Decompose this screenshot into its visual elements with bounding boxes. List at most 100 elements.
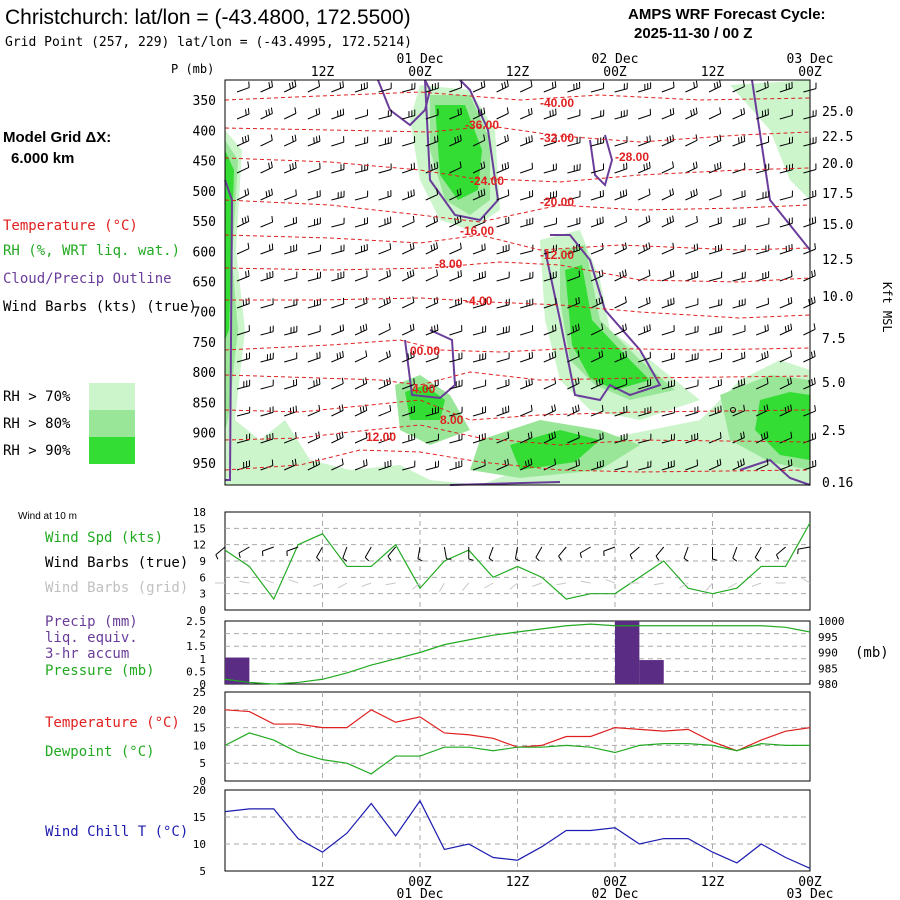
wind-barb — [732, 458, 745, 471]
temp-contour-8 — [224, 371, 811, 386]
y2-tick-1: 985 — [818, 662, 838, 675]
wind-barb — [449, 108, 462, 120]
wind-barb — [543, 458, 557, 471]
grid-wind-barb — [580, 580, 591, 584]
precip-label-2: liq. equiv. — [45, 630, 138, 646]
wind-barb — [472, 406, 486, 417]
wind-barb — [236, 188, 250, 201]
wind-barb — [307, 325, 321, 336]
time-tick-2: 12Z — [506, 65, 530, 80]
grid-point-subtitle: Grid Point (257, 229) lat/lon = (-43.499… — [5, 35, 412, 50]
wind-barb — [708, 80, 722, 93]
wind-barb — [543, 81, 557, 93]
wind-barb — [472, 270, 486, 282]
wind-barb — [236, 352, 251, 363]
wind-barb — [260, 298, 274, 309]
date-label-1: 02 Dec — [592, 887, 639, 900]
wind-barb — [685, 352, 699, 363]
temp-label-3: -28.00 — [615, 150, 649, 164]
wind-barb — [685, 379, 699, 390]
wind-barb — [685, 325, 699, 336]
rh-shade-10 — [435, 105, 482, 200]
wind-barb — [803, 323, 816, 336]
wind-barb — [732, 244, 746, 255]
wind-barb — [520, 325, 534, 336]
wind-barb — [331, 324, 345, 336]
wind-barb — [378, 269, 391, 282]
pressure-tick-5: 600 — [193, 245, 216, 260]
rh-legend-label-1: RH > 80% — [3, 416, 71, 432]
wind-barb — [331, 458, 344, 471]
precip-label-1: Precip (mm) — [45, 614, 138, 630]
height-tick-1: 22.5 — [822, 130, 853, 145]
wind-barb — [661, 270, 675, 282]
pressure-unit: (mb) — [855, 645, 889, 661]
wind-barb — [803, 243, 816, 255]
surface-wind-barb — [629, 546, 640, 560]
wind-barb — [638, 296, 651, 309]
wind-barb — [614, 323, 627, 336]
wind-barb — [732, 431, 745, 444]
wind-barb — [567, 404, 580, 417]
wind-barb — [496, 325, 510, 336]
wind-barb — [685, 459, 699, 471]
date-label-0: 01 Dec — [397, 52, 444, 67]
wind-barb — [449, 325, 463, 336]
wind-barb — [708, 271, 723, 282]
y-tick-0: 0 — [199, 678, 206, 691]
wind-barb — [378, 190, 392, 201]
wind-barb — [779, 217, 793, 228]
wind-barb — [378, 405, 392, 417]
wind-barb — [378, 136, 392, 147]
rh-legend-label-0: RH > 70% — [3, 389, 71, 405]
time-tick-4: 12Z — [701, 65, 725, 80]
temp-contour-2 — [224, 157, 811, 183]
grid-wind-barb — [239, 580, 250, 584]
precip-label-3: 3-hr accum — [45, 646, 129, 662]
date-label-2: 03 Dec — [787, 52, 834, 67]
y-tick-3: 1.5 — [186, 640, 206, 653]
wind-barb — [543, 324, 557, 336]
height-tick-0: 25.0 — [822, 105, 853, 120]
grid-wind-barb — [312, 582, 323, 587]
time-tick-1: 00Z — [408, 875, 432, 890]
wind-barb — [543, 244, 557, 255]
wind-barb — [661, 188, 674, 201]
wind-barb — [779, 109, 793, 120]
time-tick-2: 12Z — [506, 875, 530, 890]
temp-label-11: 4.00 — [412, 382, 436, 396]
wind-barb — [331, 431, 344, 444]
wind-barb — [425, 460, 440, 471]
wind-barb — [260, 459, 274, 471]
temp-contour-5 — [224, 261, 811, 283]
main-legend: Temperature (°C) RH (%, WRT liq. wat.) Clo… — [3, 218, 197, 315]
wind-barb — [590, 109, 605, 120]
wind-barb — [402, 109, 416, 120]
wind-barb — [402, 189, 415, 201]
y-tick-0: 0 — [199, 604, 206, 617]
wind-barb — [590, 377, 604, 390]
wind-barb — [732, 351, 746, 363]
wind-barb — [449, 460, 463, 471]
rh-shade-14 — [755, 392, 810, 460]
wind-barb — [354, 136, 369, 147]
wind-barb — [260, 216, 274, 228]
surface-wind-barb — [558, 546, 567, 561]
wind-barb — [449, 379, 463, 390]
wind-barb — [284, 432, 297, 444]
wind-barb — [685, 243, 699, 255]
wind-barb — [354, 270, 368, 282]
grid-wind-barb — [337, 582, 348, 589]
wind-barb — [543, 271, 557, 282]
surface-wind-barb — [316, 546, 323, 562]
legend-entry-2: Cloud/Precip Outline — [3, 271, 172, 287]
wind-barb — [354, 431, 368, 444]
wind-barb — [307, 107, 321, 120]
wind-barb — [260, 270, 274, 282]
grid-wind-barb — [361, 582, 372, 587]
wind-barb — [614, 189, 628, 201]
wind-barb — [637, 215, 651, 228]
surface-wind-barb — [754, 546, 762, 562]
wind-barb — [520, 162, 533, 174]
y-tick-3: 9 — [199, 555, 206, 568]
